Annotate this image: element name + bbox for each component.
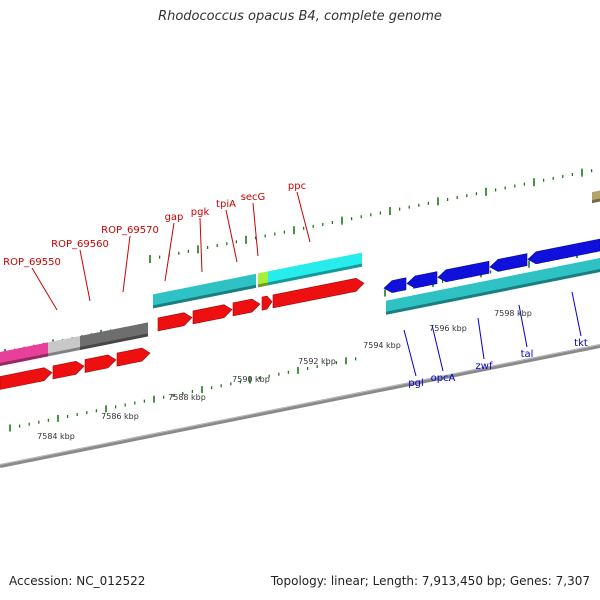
axis-label-kbp: 7586 kbp [101, 412, 139, 421]
gene-block-olive-shade [592, 198, 600, 204]
gene-block-pink-shade [0, 353, 48, 366]
gene-label-tal-leader [518, 304, 528, 348]
gene-label-rop_69560: ROP_69560 [51, 239, 109, 250]
gene-arrow-red[interactable] [232, 298, 261, 317]
gene-arrow-red[interactable] [116, 347, 151, 367]
gene-block-teal[interactable] [188, 279, 230, 302]
axis-label-kbp: 7584 kbp [37, 432, 75, 441]
gene-block-teal-right-shade [386, 269, 600, 315]
gene-arrow-blue[interactable] [383, 277, 407, 293]
gene-label-tpia: tpiA [216, 199, 236, 210]
axis-label-kbp: 7590 kbp [232, 375, 270, 384]
gene-label-secg: secG [241, 192, 266, 203]
gene-arrow-red[interactable] [272, 277, 365, 309]
gene-block-teal-shade [188, 290, 230, 302]
axis-label-kbp: 7598 kbp [494, 309, 532, 318]
gene-block-secg-shade [258, 282, 268, 288]
gene-arrow-red[interactable] [261, 295, 273, 311]
axis-label-kbp: 7596 kbp [429, 324, 467, 333]
gene-block-teal-shade [230, 284, 256, 293]
gene-arrow-red[interactable] [52, 360, 85, 380]
gene-features[interactable] [0, 190, 600, 390]
gene-label-tkt: tkt [574, 338, 588, 349]
gene-label-pgk-leader [199, 217, 203, 273]
gene-label-gap-leader [164, 222, 175, 282]
gene-arrow-red[interactable] [0, 367, 53, 390]
gene-label-ppc: ppc [288, 181, 306, 192]
gene-label-tpia-leader [225, 209, 238, 263]
gene-label-ppc-leader [296, 191, 311, 243]
gene-block-ppc[interactable] [268, 252, 362, 286]
gene-label-zwf-leader [477, 317, 485, 360]
gene-label-zwf: zwf [476, 361, 493, 372]
gene-label-opcA: opcA [431, 373, 456, 384]
gene-label-tkt-leader [571, 291, 582, 337]
genome-backbone [0, 344, 600, 468]
gene-label-tal: tal [521, 349, 534, 360]
axis-label-kbp: 7594 kbp [363, 341, 401, 350]
gene-block-pink[interactable] [0, 342, 48, 366]
backbone-line [0, 344, 600, 468]
gene-label-rop_69550: ROP_69550 [3, 257, 61, 268]
gene-label-rop_69550-leader [31, 267, 58, 311]
gene-label-rop_69570: ROP_69570 [101, 225, 159, 236]
backbone-highlight [0, 344, 600, 466]
gene-block-ppc-shade [268, 263, 362, 286]
gene-arrow-blue[interactable] [406, 271, 438, 289]
gene-label-pgl-leader [403, 329, 417, 377]
gene-label-pgl: pgl [408, 378, 423, 389]
gene-label-rop_69570-leader [122, 235, 131, 293]
gene-arrow-red[interactable] [84, 354, 117, 373]
gene-block-darkgray-shade [80, 333, 148, 350]
gene-arrow-red[interactable] [157, 312, 193, 332]
gene-arrow-red[interactable] [192, 304, 233, 325]
gene-block-darkgray[interactable] [80, 322, 148, 350]
axis-label-kbp: 7588 kbp [168, 393, 206, 402]
gene-block-lightgray-shade [48, 347, 80, 357]
topology-summary: Topology: linear; Length: 7,913,450 bp; … [270, 574, 590, 588]
gene-label-opcA-leader [431, 324, 444, 372]
gene-arrow-blue[interactable] [489, 253, 528, 272]
gene-label-rop_69560-leader [79, 249, 91, 302]
gene-label-pgk: pgk [191, 207, 210, 218]
gene-label-gap: gap [165, 212, 184, 223]
gene-label-secg-leader [252, 202, 259, 257]
axis-label-kbp: 7592 kbp [298, 357, 336, 366]
map-title: Rhodococcus opacus B4, complete genome [158, 9, 442, 24]
gene-block-teal-shade [153, 298, 188, 309]
accession-text: Accession: NC_012522 [9, 574, 146, 588]
gene-block-teal-right[interactable] [386, 258, 600, 315]
gene-arrow-blue[interactable] [437, 260, 490, 283]
gene-arrow-blue[interactable] [527, 238, 600, 265]
